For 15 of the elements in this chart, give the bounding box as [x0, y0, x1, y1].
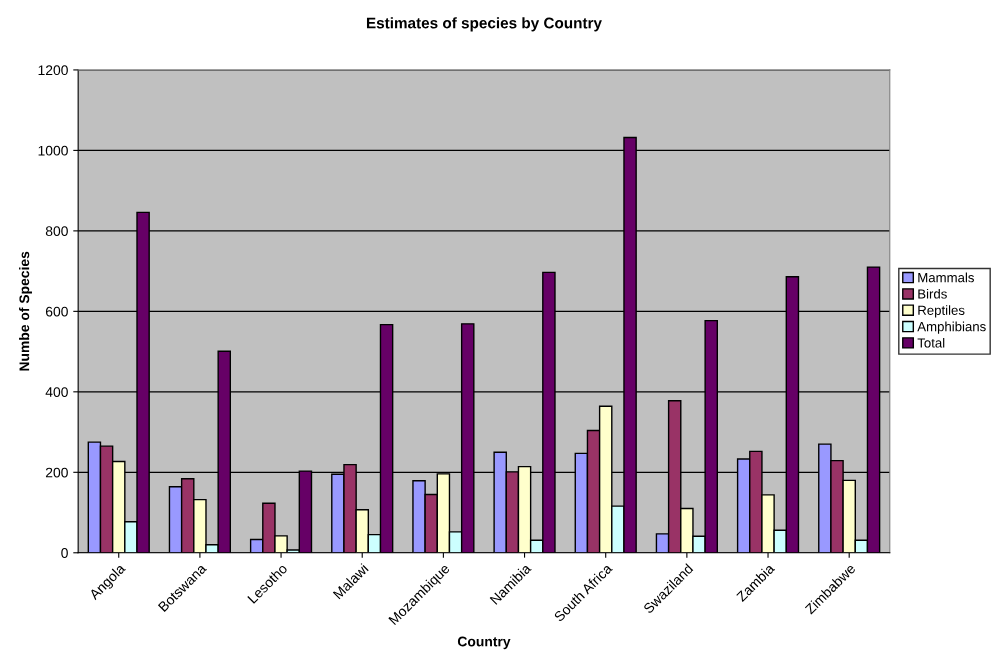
chart-title: Estimates of species by Country [366, 17, 602, 32]
y-tick-label: 200 [45, 467, 68, 478]
y-tick-label: 1000 [38, 145, 68, 156]
y-tick-label: 800 [45, 226, 68, 237]
legend-label: Mammals [918, 272, 974, 283]
legend-label: Amphibians [917, 321, 986, 334]
x-axis-title: Country [457, 636, 511, 650]
legend-label: Birds [918, 288, 947, 299]
legend-label: Total [917, 337, 945, 348]
y-tick-label: 400 [45, 387, 68, 397]
y-tick-label: 0 [61, 548, 68, 558]
y-tick-label: 1200 [38, 65, 68, 76]
y-tick-label: 600 [45, 306, 68, 317]
y-axis-title: Numbe of Species [19, 251, 32, 371]
legend-label: Reptiles [918, 305, 965, 318]
